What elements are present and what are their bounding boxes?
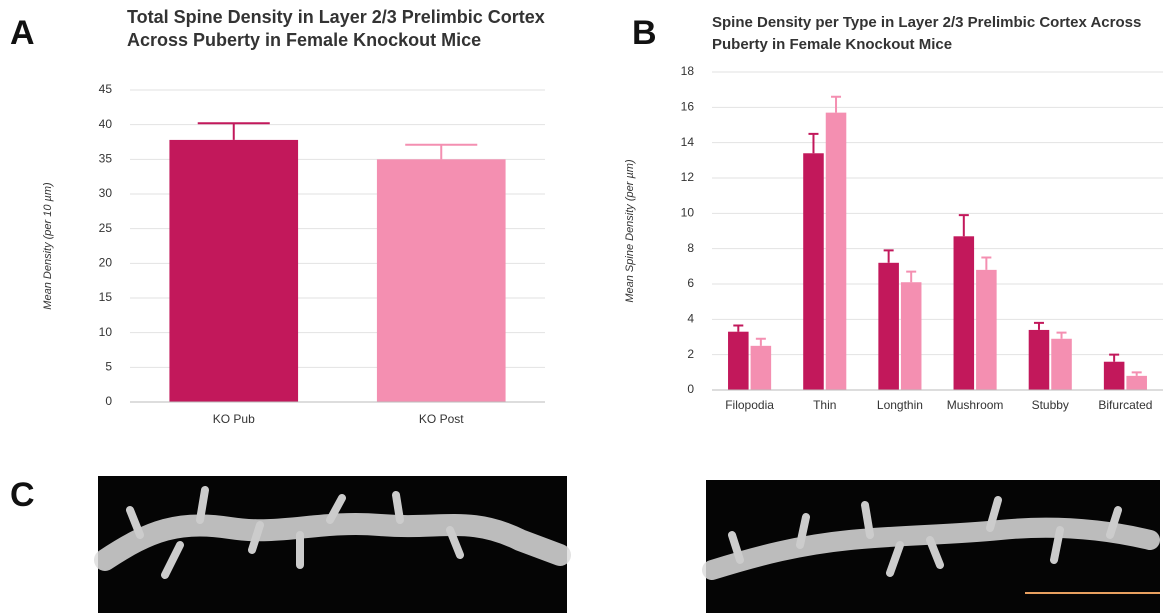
x-tick-label: Filopodia [725,398,774,412]
panel-label: C [10,476,35,514]
bar [376,159,506,402]
y-tick-label: 18 [681,64,695,78]
bar [728,331,749,390]
bar [900,282,922,390]
error-bar [831,95,842,113]
y-tick-label: 16 [681,100,695,114]
bar [976,269,997,390]
error-bar [197,122,270,140]
y-tick-label: 10 [99,325,113,339]
error-bar [1109,353,1120,362]
bar [878,262,899,390]
bar [169,139,299,403]
error-bar [1033,321,1044,330]
micrograph [98,476,567,613]
error-bar [981,256,992,270]
y-axis-label: Mean Density (per 10 µm) [42,182,54,310]
chart-title: Spine Density per Type in Layer 2/3 Prel… [712,14,1142,53]
y-tick-label: 35 [99,152,113,166]
y-tick-label: 20 [99,256,113,270]
x-tick-label: KO Pub [213,412,255,426]
y-tick-label: 2 [687,347,694,361]
error-bar [883,249,894,263]
bar [1126,375,1147,390]
y-axis-label: Mean Spine Density (per µm) [624,159,636,303]
error-bar [958,214,969,237]
y-tick-label: 12 [681,170,695,184]
x-tick-label: Bifurcated [1098,398,1152,412]
dendrite [702,517,1160,580]
bar [803,153,824,390]
y-tick-label: 45 [99,82,113,96]
y-tick-label: 15 [99,290,113,304]
bar [1028,329,1050,390]
bar [1103,361,1125,390]
error-bar [755,337,766,346]
bar [953,236,975,390]
x-tick-label: Stubby [1032,398,1069,412]
y-tick-label: 6 [687,276,694,290]
x-tick-label: KO Post [419,412,464,426]
y-tick-label: 30 [99,186,113,200]
x-tick-label: Mushroom [947,398,1004,412]
x-tick-label: Longthin [877,398,923,412]
x-tick-label: Thin [813,398,836,412]
bar [1051,338,1072,390]
y-tick-label: 25 [99,221,113,235]
y-tick-label: 8 [687,241,694,255]
bar [750,345,772,390]
panel-label: A [10,14,35,52]
y-tick-label: 5 [105,360,112,374]
y-tick-label: 0 [105,394,112,408]
error-bar [405,143,478,160]
y-tick-label: 14 [681,135,695,149]
error-bar [1056,331,1067,339]
error-bar [906,270,917,283]
spines [728,496,1122,577]
y-tick-label: 4 [687,312,694,326]
bar [825,112,847,390]
y-tick-label: 10 [681,206,695,220]
y-tick-label: 0 [687,382,694,396]
panel-label: B [632,14,657,52]
y-tick-label: 40 [99,117,113,131]
dendrite [94,513,571,571]
spines [126,486,464,579]
error-bar [1131,371,1142,376]
error-bar [808,132,819,154]
chart-title: Total Spine Density in Layer 2/3 Prelimb… [127,7,545,50]
error-bar [733,324,744,332]
